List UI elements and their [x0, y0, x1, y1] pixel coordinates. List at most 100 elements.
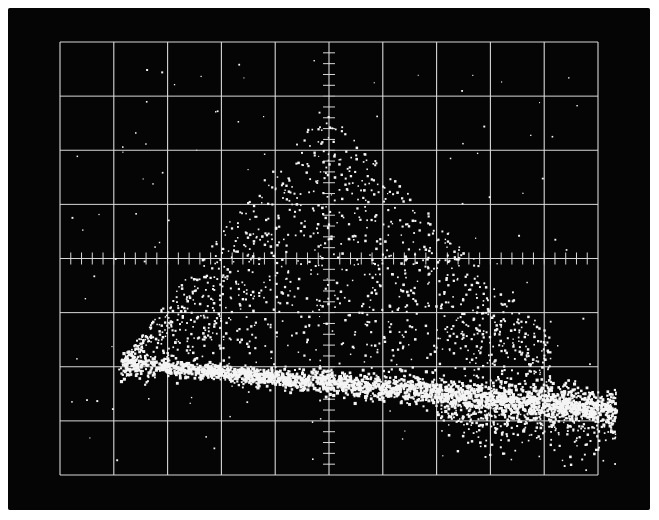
- trace-dot: [384, 198, 387, 200]
- trace-dot: [440, 383, 442, 386]
- trace-dot: [304, 325, 307, 328]
- trace-dot: [343, 384, 347, 388]
- trace-dot: [462, 142, 464, 145]
- trace-dot: [253, 370, 257, 373]
- trace-dot: [446, 326, 449, 328]
- trace-dot: [480, 389, 483, 392]
- trace-dot: [527, 391, 530, 395]
- trace-dot: [164, 368, 168, 372]
- trace-dot: [351, 182, 354, 184]
- trace-dot: [344, 378, 347, 381]
- trace-dot: [439, 337, 441, 340]
- trace-dot: [212, 377, 215, 381]
- trace-dot: [244, 369, 248, 373]
- trace-dot: [583, 405, 586, 408]
- trace-dot: [374, 220, 377, 222]
- trace-dot: [192, 299, 195, 301]
- trace-dot: [136, 363, 140, 366]
- trace-dot: [550, 397, 554, 400]
- trace-dot: [157, 339, 160, 342]
- trace-dot: [211, 267, 214, 270]
- trace-dot: [440, 388, 443, 391]
- trace-dot: [288, 179, 291, 182]
- trace-dot: [418, 392, 421, 395]
- trace-dot: [599, 396, 602, 400]
- trace-dot: [124, 357, 126, 360]
- trace-dot: [522, 192, 524, 194]
- trace-dot: [283, 380, 286, 384]
- trace-dot: [125, 373, 129, 377]
- trace-dot: [603, 432, 606, 434]
- trace-dot: [190, 332, 193, 336]
- trace-dot: [170, 325, 173, 328]
- trace-dot: [290, 379, 293, 382]
- trace-dot: [573, 407, 577, 411]
- trace-dot: [544, 404, 548, 408]
- trace-dot: [149, 360, 153, 364]
- trace-dot: [394, 282, 397, 285]
- trace-dot: [138, 344, 141, 347]
- trace-dot: [363, 273, 366, 276]
- trace-dot: [134, 349, 137, 352]
- trace-dot: [363, 375, 366, 379]
- trace-dot: [479, 347, 482, 350]
- trace-dot: [388, 382, 391, 385]
- trace-dot: [315, 371, 319, 375]
- trace-dot: [285, 184, 288, 187]
- trace-dot: [461, 389, 465, 392]
- trace-dot: [305, 297, 309, 300]
- trace-dot: [561, 406, 565, 410]
- trace-dot: [513, 358, 516, 360]
- trace-dot: [241, 298, 245, 301]
- trace-dot: [206, 281, 209, 284]
- trace-dot: [512, 410, 515, 414]
- trace-dot: [441, 400, 445, 404]
- trace-dot: [467, 441, 470, 444]
- trace-dot: [514, 349, 517, 352]
- trace-dot: [257, 257, 261, 261]
- trace-dot: [276, 261, 279, 265]
- trace-dot: [183, 372, 186, 375]
- trace-dot: [532, 400, 536, 404]
- trace-dot: [415, 300, 418, 303]
- trace-dot: [347, 385, 350, 388]
- trace-dot: [540, 391, 543, 394]
- trace-dot: [227, 373, 231, 377]
- trace-dot: [475, 362, 477, 365]
- trace-dot: [507, 439, 510, 442]
- trace-dot: [71, 401, 73, 403]
- trace-dot: [438, 259, 441, 262]
- trace-dot: [249, 379, 252, 382]
- trace-dot: [256, 382, 260, 386]
- trace-dot: [256, 368, 259, 371]
- trace-dot: [236, 250, 239, 253]
- trace-dot: [462, 333, 465, 337]
- trace-dot: [461, 330, 464, 333]
- trace-dot: [356, 378, 359, 381]
- trace-dot: [190, 311, 193, 314]
- trace-dot: [533, 332, 536, 335]
- trace-dot: [156, 341, 160, 345]
- trace-dot: [440, 397, 443, 400]
- trace-dot: [388, 190, 391, 193]
- trace-dot: [614, 411, 617, 415]
- trace-dot: [200, 368, 204, 372]
- trace-dot: [529, 419, 532, 422]
- trace-dot: [376, 115, 378, 118]
- trace-dot: [288, 382, 292, 386]
- trace-dot: [458, 404, 461, 406]
- trace-dot: [510, 396, 513, 399]
- trace-dot: [461, 396, 464, 398]
- trace-dot: [418, 229, 421, 232]
- trace-dot: [580, 389, 583, 393]
- trace-dot: [444, 301, 447, 304]
- trace-dot: [201, 296, 204, 298]
- trace-dot: [581, 405, 584, 408]
- trace-dot: [255, 375, 259, 379]
- trace-dot: [526, 417, 530, 420]
- trace-dot: [165, 361, 168, 365]
- trace-dot: [351, 192, 354, 195]
- trace-dot: [479, 394, 482, 397]
- trace-dot: [339, 379, 342, 383]
- trace-dot: [414, 338, 417, 341]
